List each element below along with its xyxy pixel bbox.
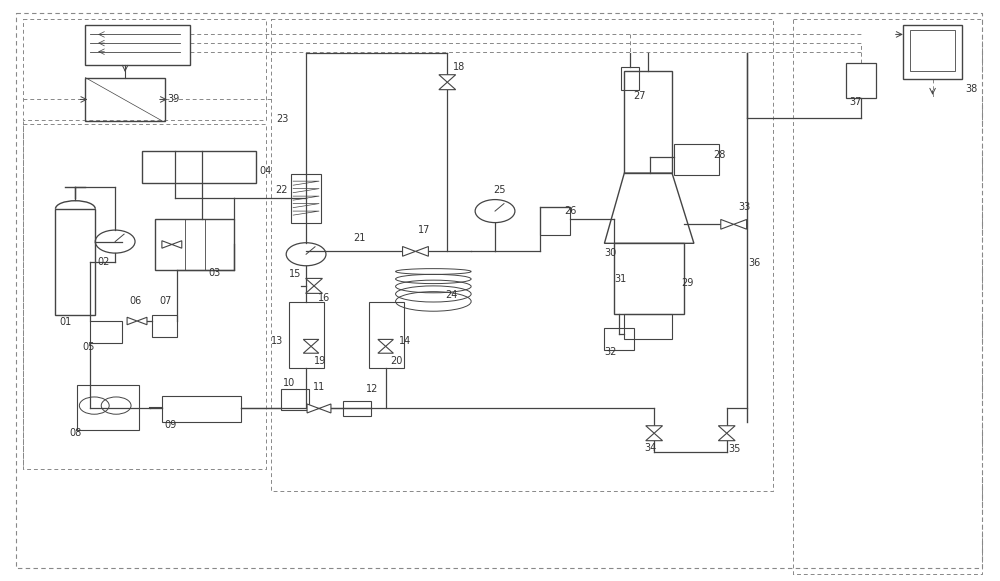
Polygon shape: [734, 220, 747, 229]
Text: 16: 16: [318, 293, 330, 303]
Polygon shape: [646, 426, 663, 433]
Text: 34: 34: [644, 443, 656, 453]
Bar: [910, 30, 955, 71]
Text: 20: 20: [391, 356, 403, 365]
Bar: [291, 174, 321, 223]
Bar: [604, 328, 634, 350]
Polygon shape: [303, 339, 319, 346]
Bar: [55, 209, 95, 315]
Text: 17: 17: [417, 225, 430, 235]
Polygon shape: [403, 246, 415, 256]
Bar: [903, 24, 962, 80]
Bar: [846, 63, 876, 98]
Polygon shape: [646, 433, 663, 441]
Text: 22: 22: [275, 185, 288, 195]
Bar: [155, 218, 234, 270]
Bar: [674, 144, 719, 175]
Text: 31: 31: [614, 274, 627, 284]
Text: 05: 05: [82, 342, 95, 352]
Bar: [281, 389, 309, 410]
Polygon shape: [378, 339, 393, 346]
Text: 26: 26: [565, 206, 577, 216]
Bar: [540, 207, 570, 235]
Text: 07: 07: [159, 296, 171, 306]
Text: 29: 29: [681, 278, 693, 288]
Polygon shape: [137, 317, 147, 325]
Text: 19: 19: [314, 356, 326, 365]
Text: 27: 27: [633, 91, 646, 101]
Bar: [624, 314, 672, 339]
Text: 21: 21: [353, 232, 365, 242]
Polygon shape: [127, 317, 137, 325]
Text: 24: 24: [445, 289, 458, 300]
Text: 39: 39: [167, 95, 179, 105]
Text: 32: 32: [604, 347, 617, 357]
Bar: [343, 401, 371, 416]
Text: 23: 23: [276, 114, 289, 124]
Polygon shape: [718, 426, 735, 433]
Bar: [152, 315, 177, 336]
Polygon shape: [306, 286, 322, 293]
Polygon shape: [307, 404, 319, 413]
Text: 10: 10: [283, 378, 295, 388]
Text: 03: 03: [209, 268, 221, 278]
Text: 25: 25: [493, 185, 506, 195]
Bar: [85, 78, 165, 121]
Polygon shape: [172, 241, 182, 248]
Polygon shape: [721, 220, 734, 229]
Polygon shape: [162, 241, 172, 248]
Text: 06: 06: [129, 296, 141, 306]
Text: 33: 33: [739, 202, 751, 212]
Bar: [90, 321, 122, 343]
Text: 12: 12: [366, 385, 378, 394]
Bar: [614, 243, 684, 314]
Polygon shape: [306, 278, 322, 286]
Bar: [77, 385, 139, 431]
Text: 04: 04: [259, 166, 272, 176]
Text: 14: 14: [399, 336, 411, 346]
Bar: [85, 24, 190, 65]
Text: 09: 09: [164, 419, 176, 429]
Polygon shape: [718, 433, 735, 441]
Text: 38: 38: [965, 84, 978, 94]
Text: 11: 11: [313, 382, 325, 392]
Polygon shape: [378, 346, 393, 353]
Text: 08: 08: [69, 428, 82, 438]
Bar: [621, 67, 639, 90]
Text: 15: 15: [289, 270, 302, 279]
Text: 36: 36: [749, 259, 761, 268]
Text: 37: 37: [849, 97, 861, 107]
Bar: [289, 302, 324, 368]
Polygon shape: [439, 82, 456, 89]
Bar: [142, 151, 256, 183]
Text: 13: 13: [271, 336, 284, 346]
Polygon shape: [319, 404, 331, 413]
Polygon shape: [303, 346, 319, 353]
Polygon shape: [415, 246, 428, 256]
Text: 30: 30: [604, 248, 617, 258]
Bar: [162, 396, 241, 422]
Text: 35: 35: [729, 444, 741, 454]
Bar: [624, 71, 672, 173]
Text: 02: 02: [97, 257, 110, 267]
Bar: [369, 302, 404, 368]
Text: 28: 28: [713, 150, 725, 160]
Text: 18: 18: [453, 62, 466, 72]
Polygon shape: [439, 75, 456, 82]
Text: 01: 01: [59, 317, 72, 327]
